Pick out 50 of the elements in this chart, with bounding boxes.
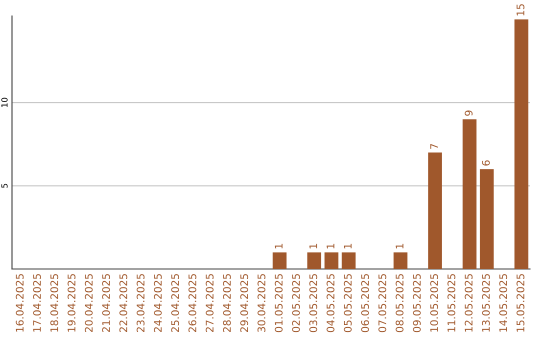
bar xyxy=(324,252,338,269)
x-tick-label: 12.05.2025 xyxy=(464,274,473,332)
x-tick-label: 09.05.2025 xyxy=(412,274,421,332)
x-tick-label: 30.04.2025 xyxy=(258,274,266,332)
bar xyxy=(428,152,442,269)
data-label: 9 xyxy=(464,110,473,116)
x-tick-label: 04.05.2025 xyxy=(326,274,334,332)
data-label: 1 xyxy=(274,244,283,248)
data-label: 1 xyxy=(396,244,404,248)
x-tick-label: 19.04.2025 xyxy=(68,274,76,332)
x-tick-label: 24.04.2025 xyxy=(154,274,162,332)
bar xyxy=(514,19,528,269)
x-tick-label: 06.05.2025 xyxy=(361,274,369,332)
data-label: 6 xyxy=(482,160,490,166)
x-tick-label: 17.04.2025 xyxy=(33,274,41,332)
y-tick-label: 10 xyxy=(1,98,8,107)
x-tick-label: 22.04.2025 xyxy=(119,274,128,332)
x-tick-label: 16.04.2025 xyxy=(16,274,24,332)
x-tick-label: 15.05.2025 xyxy=(516,274,524,332)
bar xyxy=(462,119,476,269)
x-tick-label: 08.05.2025 xyxy=(396,274,404,332)
x-tick-label: 25.04.2025 xyxy=(171,274,180,332)
data-label: 1 xyxy=(344,244,352,248)
x-tick-label: 02.05.2025 xyxy=(292,274,300,332)
x-tick-label: 05.05.2025 xyxy=(344,274,352,332)
x-tick-label: 07.05.2025 xyxy=(378,274,386,332)
x-tick-label: 28.04.2025 xyxy=(222,274,231,332)
x-tick-label: 13.05.2025 xyxy=(482,274,490,332)
bar xyxy=(394,252,408,269)
bar xyxy=(480,169,494,269)
x-tick-label: 18.04.2025 xyxy=(50,274,58,332)
data-label: 15 xyxy=(516,4,524,16)
bar xyxy=(307,252,322,269)
x-tick-label: 11.05.2025 xyxy=(447,274,456,332)
data-label: 1 xyxy=(309,244,318,248)
bar xyxy=(272,252,287,269)
x-tick-label: 29.04.2025 xyxy=(240,274,248,332)
bar xyxy=(342,252,356,269)
x-tick-label: 27.04.2025 xyxy=(206,274,214,332)
x-tick-label: 23.04.2025 xyxy=(136,274,145,332)
x-tick-label: 21.04.2025 xyxy=(102,274,110,332)
x-tick-label: 10.05.2025 xyxy=(430,274,438,332)
x-tick-label: 20.04.2025 xyxy=(84,274,93,332)
x-tick-label: 26.04.2025 xyxy=(188,274,196,332)
x-tick-label: 03.05.2025 xyxy=(309,274,318,332)
data-label: 1 xyxy=(326,244,334,248)
x-tick-label: 01.05.2025 xyxy=(274,274,283,332)
y-tick-label: 5 xyxy=(1,184,8,188)
x-tick-label: 14.05.2025 xyxy=(499,274,508,332)
data-label: 7 xyxy=(430,144,438,149)
